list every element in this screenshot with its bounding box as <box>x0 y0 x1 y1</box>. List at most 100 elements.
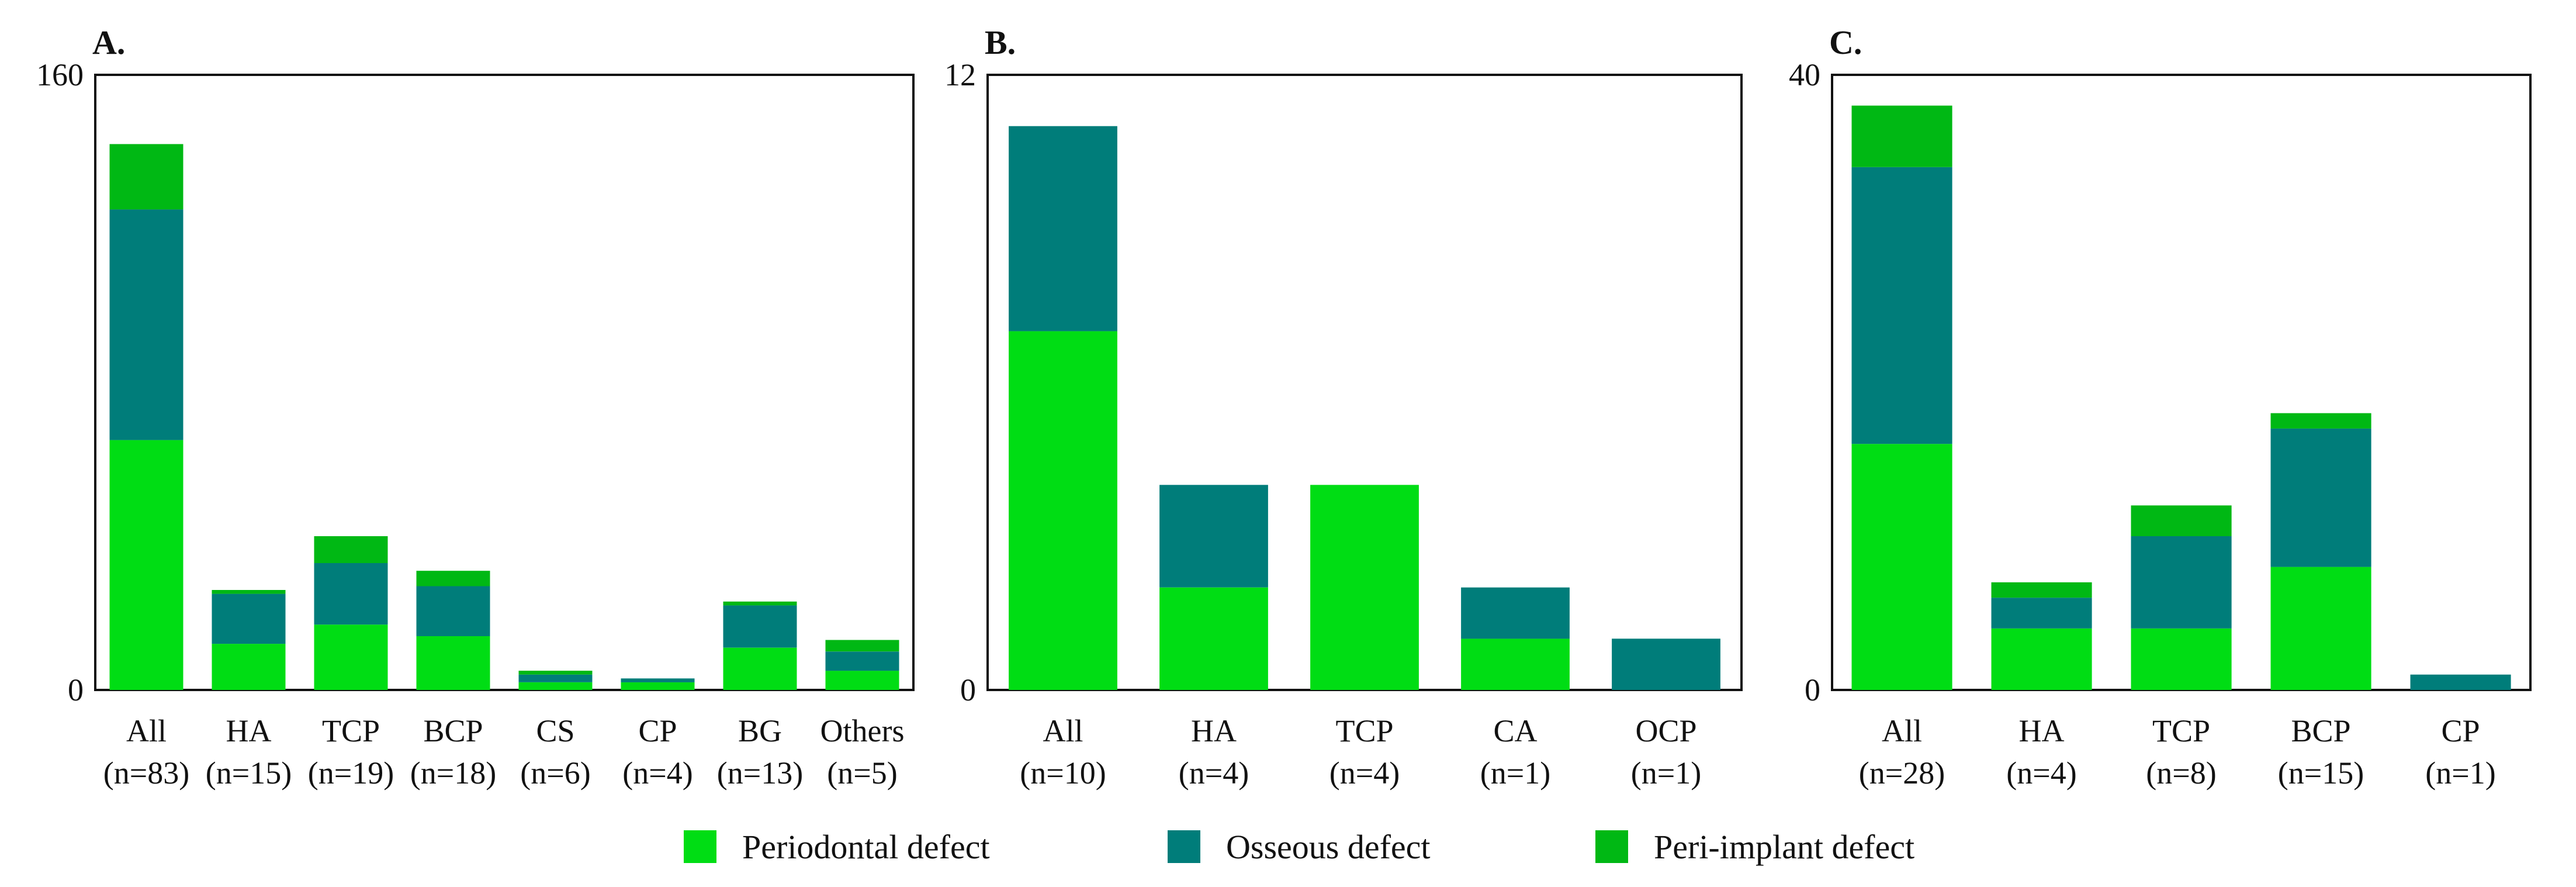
bar-segment-osseous-defect <box>1159 485 1268 588</box>
legend-swatch <box>684 830 716 863</box>
bar-segment-osseous-defect <box>1009 126 1117 332</box>
bar-segment-osseous-defect <box>2270 428 2371 567</box>
bar-segment-peri-implant-defect <box>1991 582 2092 598</box>
x-count-label: (n=4) <box>1329 755 1400 791</box>
x-tick-label: BG <box>738 713 782 748</box>
bar-segment-osseous-defect <box>109 209 183 440</box>
bar-segment-peri-implant-defect <box>2131 505 2232 536</box>
x-count-label: (n=1) <box>1480 755 1550 791</box>
bar-segment-periodontal-defect <box>1159 587 1268 690</box>
x-count-label: (n=10) <box>1020 755 1106 791</box>
x-count-label: (n=19) <box>308 755 394 791</box>
panel-label: B. <box>985 23 1016 61</box>
chart-panel-a: A. 0 160 All (n=83) HA (n=15) TCP (n=19) BCP (n=18… <box>36 23 915 791</box>
panels: A. 0 160 All (n=83) HA (n=15) TCP (n=19) BCP (n=18… <box>36 23 2532 791</box>
y-tick-label: 40 <box>1789 57 1820 92</box>
x-tick-label: OCP <box>1635 713 1696 748</box>
bar-segment-periodontal-defect <box>314 624 388 690</box>
x-tick-label: TCP <box>2152 713 2210 748</box>
bar-segment-periodontal-defect <box>1991 628 2092 690</box>
x-tick-label: All <box>126 713 167 748</box>
x-tick-label: CA <box>1493 713 1537 748</box>
bar-segment-peri-implant-defect <box>825 640 899 652</box>
bar-segment-peri-implant-defect <box>2270 413 2371 429</box>
chart-panel-c: C. 0 40 All (n=28) HA (n=4) TCP (n=8) BCP (n=15) CP… <box>1789 23 2532 791</box>
bar-segment-periodontal-defect <box>1310 485 1419 690</box>
legend-swatch <box>1168 830 1200 863</box>
bar-segment-periodontal-defect <box>1009 331 1117 690</box>
legend-item-peri-implant-defect: Peri-implant defect <box>1595 828 1914 866</box>
x-count-label: (n=15) <box>2278 755 2364 791</box>
bar-segment-periodontal-defect <box>109 440 183 690</box>
x-count-label: (n=4) <box>2006 755 2076 791</box>
bar-segment-peri-implant-defect <box>314 536 388 563</box>
x-tick-label: BCP <box>423 713 483 748</box>
bar-segment-osseous-defect <box>723 605 797 648</box>
x-tick-label: CS <box>536 713 574 748</box>
y-tick-label: 0 <box>960 672 976 707</box>
bar-segment-periodontal-defect <box>1461 638 1570 690</box>
bar-segment-osseous-defect <box>416 586 490 636</box>
bar-segment-periodontal-defect <box>416 636 490 690</box>
legend-item-osseous-defect: Osseous defect <box>1168 828 1431 866</box>
x-count-label: (n=83) <box>103 755 189 791</box>
x-tick-label: HA <box>1191 713 1237 748</box>
x-count-label: (n=4) <box>622 755 693 791</box>
x-count-label: (n=28) <box>1859 755 1945 791</box>
bar-segment-periodontal-defect <box>825 671 899 690</box>
bar-segment-periodontal-defect <box>2270 567 2371 690</box>
bar-segment-periodontal-defect <box>212 644 286 690</box>
panel-label: C. <box>1829 23 1862 61</box>
x-tick-label: All <box>1882 713 1922 748</box>
bar-segment-osseous-defect <box>825 651 899 671</box>
legend-label: Peri-implant defect <box>1654 828 1914 866</box>
bar-segment-periodontal-defect <box>1851 444 1952 690</box>
bar-segment-peri-implant-defect <box>1851 105 1952 167</box>
bar-segment-osseous-defect <box>1991 598 2092 629</box>
bar-segment-periodontal-defect <box>723 647 797 690</box>
x-count-label: (n=8) <box>2146 755 2216 791</box>
x-count-label: (n=6) <box>520 755 590 791</box>
x-count-label: (n=1) <box>1631 755 1701 791</box>
x-tick-label: HA <box>226 713 272 748</box>
x-tick-label: BCP <box>2291 713 2350 748</box>
bar-segment-peri-implant-defect <box>212 590 286 594</box>
y-tick-label: 0 <box>68 672 84 707</box>
x-tick-label: TCP <box>1335 713 1393 748</box>
bar-segment-osseous-defect <box>621 678 695 682</box>
y-tick-label: 0 <box>1805 672 1820 707</box>
legend-swatch <box>1595 830 1628 863</box>
bar-segment-periodontal-defect <box>621 682 695 690</box>
x-count-label: (n=4) <box>1179 755 1249 791</box>
x-tick-label: CP <box>2441 713 2480 748</box>
y-tick-label: 12 <box>944 57 976 92</box>
x-tick-label: Others <box>820 713 905 748</box>
x-count-label: (n=5) <box>827 755 897 791</box>
x-tick-label: All <box>1043 713 1083 748</box>
x-count-label: (n=13) <box>717 755 803 791</box>
bar-segment-osseous-defect <box>314 563 388 625</box>
bar-segment-osseous-defect <box>2131 536 2232 629</box>
x-count-label: (n=18) <box>410 755 496 791</box>
bar-segment-peri-implant-defect <box>518 671 593 675</box>
bar-segment-osseous-defect <box>2410 674 2511 690</box>
bar-segment-periodontal-defect <box>2131 628 2232 690</box>
bar-segment-osseous-defect <box>518 674 593 682</box>
bar-segment-osseous-defect <box>212 593 286 644</box>
legend-label: Periodontal defect <box>742 828 990 866</box>
legend-item-periodontal-defect: Periodontal defect <box>684 828 990 866</box>
bar-segment-peri-implant-defect <box>723 601 797 606</box>
bar-segment-osseous-defect <box>1461 587 1570 639</box>
x-tick-label: HA <box>2019 713 2065 748</box>
bar-segment-osseous-defect <box>1851 167 1952 444</box>
x-count-label: (n=1) <box>2425 755 2495 791</box>
legend-label: Osseous defect <box>1226 828 1431 866</box>
legend: Periodontal defect Osseous defect Peri-imp… <box>684 828 1914 866</box>
bar-segment-peri-implant-defect <box>109 144 183 210</box>
x-count-label: (n=15) <box>206 755 292 791</box>
bar-segment-osseous-defect <box>1612 638 1720 690</box>
chart-panel-b: B. 0 12 All (n=10) HA (n=4) TCP (n=4) CA (n=1) OCP (… <box>944 23 1743 791</box>
bar-segment-peri-implant-defect <box>416 571 490 586</box>
x-tick-label: TCP <box>322 713 380 748</box>
